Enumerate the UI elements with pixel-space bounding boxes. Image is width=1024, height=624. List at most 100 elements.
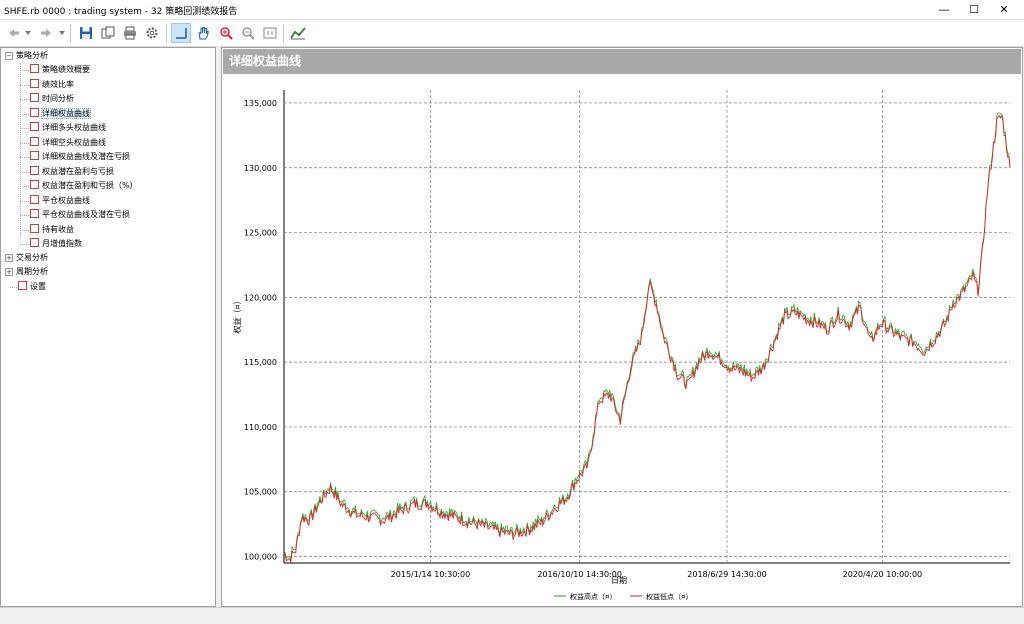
minimize-button[interactable]: —	[938, 3, 950, 16]
tree-group-label: 周期分析	[16, 267, 48, 276]
tree-item[interactable]: 权益潜在盈利和亏损（%）	[30, 179, 138, 193]
gear-icon	[146, 27, 158, 39]
report-icon	[30, 194, 39, 204]
report-icon	[30, 78, 39, 88]
tree-item[interactable]: 绩效比率	[30, 78, 74, 92]
tree-guide-line	[20, 171, 29, 173]
tree-guide-line	[10, 287, 17, 288]
report-icon	[30, 122, 39, 131]
maximize-button[interactable]: ☐	[969, 3, 979, 16]
tree-item-label: 策略绩效概要	[42, 65, 90, 74]
crosshair-tool-button[interactable]	[171, 23, 191, 43]
print-button[interactable]	[120, 23, 140, 43]
tree-item[interactable]: 持有收益	[30, 223, 74, 237]
toolbar-separator	[70, 24, 71, 42]
zoom-out-icon	[242, 27, 255, 40]
y-tick-label: 125,000	[244, 229, 277, 238]
chart-style-button[interactable]	[288, 23, 308, 43]
window-title: SHFE.rb 0000 : trading system - 32 策略回测绩…	[4, 7, 238, 17]
tree-item[interactable]: 权益潜在盈利与亏损	[30, 165, 114, 179]
tree-item[interactable]: 平仓权益曲线及潜在亏损	[30, 208, 130, 222]
tree-root-label: 策略分析	[16, 51, 48, 60]
tree-item-label: 持有收益	[42, 224, 74, 234]
tree-guide-line	[20, 215, 29, 216]
tree-item[interactable]: 时间分析	[30, 92, 74, 106]
tree-item-settings[interactable]: 设置	[18, 280, 46, 294]
tree-item-label: 详细权益曲线及潜在亏损	[42, 152, 130, 161]
tree-root-strategy-analysis[interactable]: 策略分析	[16, 49, 48, 63]
report-icon	[30, 180, 39, 189]
y-tick-label: 110,000	[244, 423, 277, 432]
copy-icon	[101, 26, 115, 39]
legend-label: 权益高点（¤）	[570, 592, 616, 601]
collapse-toggle[interactable]: −	[5, 52, 13, 60]
close-button[interactable]: ✕	[999, 3, 1009, 16]
expand-toggle[interactable]: +	[5, 268, 13, 276]
back-dropdown-button[interactable]	[22, 23, 34, 43]
report-icon	[30, 151, 39, 160]
report-tree: − 策略分析 策略绩效概要绩效比率 时间分析 详细权益曲线详细多头权益曲线详细空头权…	[0, 47, 216, 607]
chart-series	[283, 112, 1011, 563]
equity-chart[interactable]: 100,000 105,000 110,000 115,000 120,000 125,0…	[222, 75, 1022, 605]
pan-tool-button[interactable]	[193, 23, 213, 43]
tree-guide-line	[20, 99, 29, 100]
tree-item[interactable]: 策略绩效概要	[30, 63, 90, 77]
fit-button[interactable]	[260, 23, 280, 43]
tree-item-label: 设置	[30, 282, 46, 291]
tree-group-trade-analysis[interactable]: 交易分析	[16, 251, 48, 265]
copy-button[interactable]	[98, 23, 118, 43]
tree-item-label: 平仓权益曲线	[42, 195, 90, 205]
crosshair-icon	[176, 28, 187, 39]
report-icon	[30, 238, 39, 247]
tree-item[interactable]: 平仓权益曲线	[30, 194, 90, 208]
x-tick-label: 2015/1/14 10:30:00	[391, 570, 471, 579]
tree-guide-line	[20, 244, 29, 245]
chevron-down-icon	[25, 31, 31, 35]
y-tick-label: 100,000	[244, 553, 277, 562]
arrow-left-icon	[9, 29, 19, 37]
tree-item-label: 详细空头权益曲线	[42, 137, 106, 147]
y-axis-ticks: 100,000 105,000 110,000 115,000 120,000 125,0…	[244, 99, 277, 562]
chart-icon	[290, 27, 306, 40]
tree-guide-line	[20, 157, 29, 158]
save-button[interactable]	[76, 23, 96, 43]
expand-toggle[interactable]: +	[5, 254, 13, 262]
legend-label: 权益低点（¤）	[646, 592, 692, 601]
tree-item-label: 详细权益曲线	[41, 107, 91, 119]
back-button[interactable]	[4, 23, 24, 43]
zoom-out-button[interactable]	[238, 23, 258, 43]
tree-item[interactable]: 详细权益曲线及潜在亏损	[30, 150, 130, 164]
save-icon	[80, 27, 92, 39]
tree-item[interactable]: 详细多头权益曲线	[30, 121, 106, 135]
x-axis-label: 日期	[611, 576, 627, 585]
tree-item[interactable]: 详细空头权益曲线	[30, 136, 106, 150]
tree-group-label: 交易分析	[16, 253, 48, 262]
chart-legend: 权益高点（¤） 权益低点（¤）	[554, 592, 692, 601]
title-bar: SHFE.rb 0000 : trading system - 32 策略回测绩…	[0, 0, 1024, 20]
zoom-in-button[interactable]	[216, 23, 236, 43]
tree-item-label: 月增值指数	[42, 239, 82, 248]
forward-button[interactable]	[36, 23, 56, 43]
print-icon	[124, 26, 136, 40]
chart-panel: 详细权益曲线 100,000 105,000 110,000 115,000 120,0…	[221, 47, 1023, 607]
tree-group-period-analysis[interactable]: 周期分析	[16, 265, 48, 279]
report-icon	[30, 136, 39, 146]
tree-item-label: 权益潜在盈利和亏损（%）	[42, 181, 138, 190]
y-axis-label: 权益（¤）	[232, 296, 242, 333]
x-tick-label: 2018/6/29 14:30:00	[687, 570, 767, 579]
forward-dropdown-button[interactable]	[56, 23, 68, 43]
tree-guide-line	[20, 128, 29, 129]
y-tick-label: 115,000	[244, 358, 277, 367]
tree-item[interactable]: 详细权益曲线	[30, 107, 91, 121]
settings-button[interactable]	[142, 23, 162, 43]
tree-item[interactable]: 月增值指数	[30, 237, 82, 251]
chevron-down-icon	[59, 31, 65, 35]
fit-icon	[263, 27, 277, 39]
report-icon	[30, 64, 39, 73]
y-tick-label: 135,000	[244, 99, 277, 108]
tree-guide-line	[20, 229, 29, 231]
chart-grid	[283, 90, 1010, 564]
tree-guide-line	[20, 113, 29, 115]
x-tick-label: 2016/10/10 14:30:00	[537, 570, 622, 579]
arrow-right-icon	[41, 29, 51, 37]
